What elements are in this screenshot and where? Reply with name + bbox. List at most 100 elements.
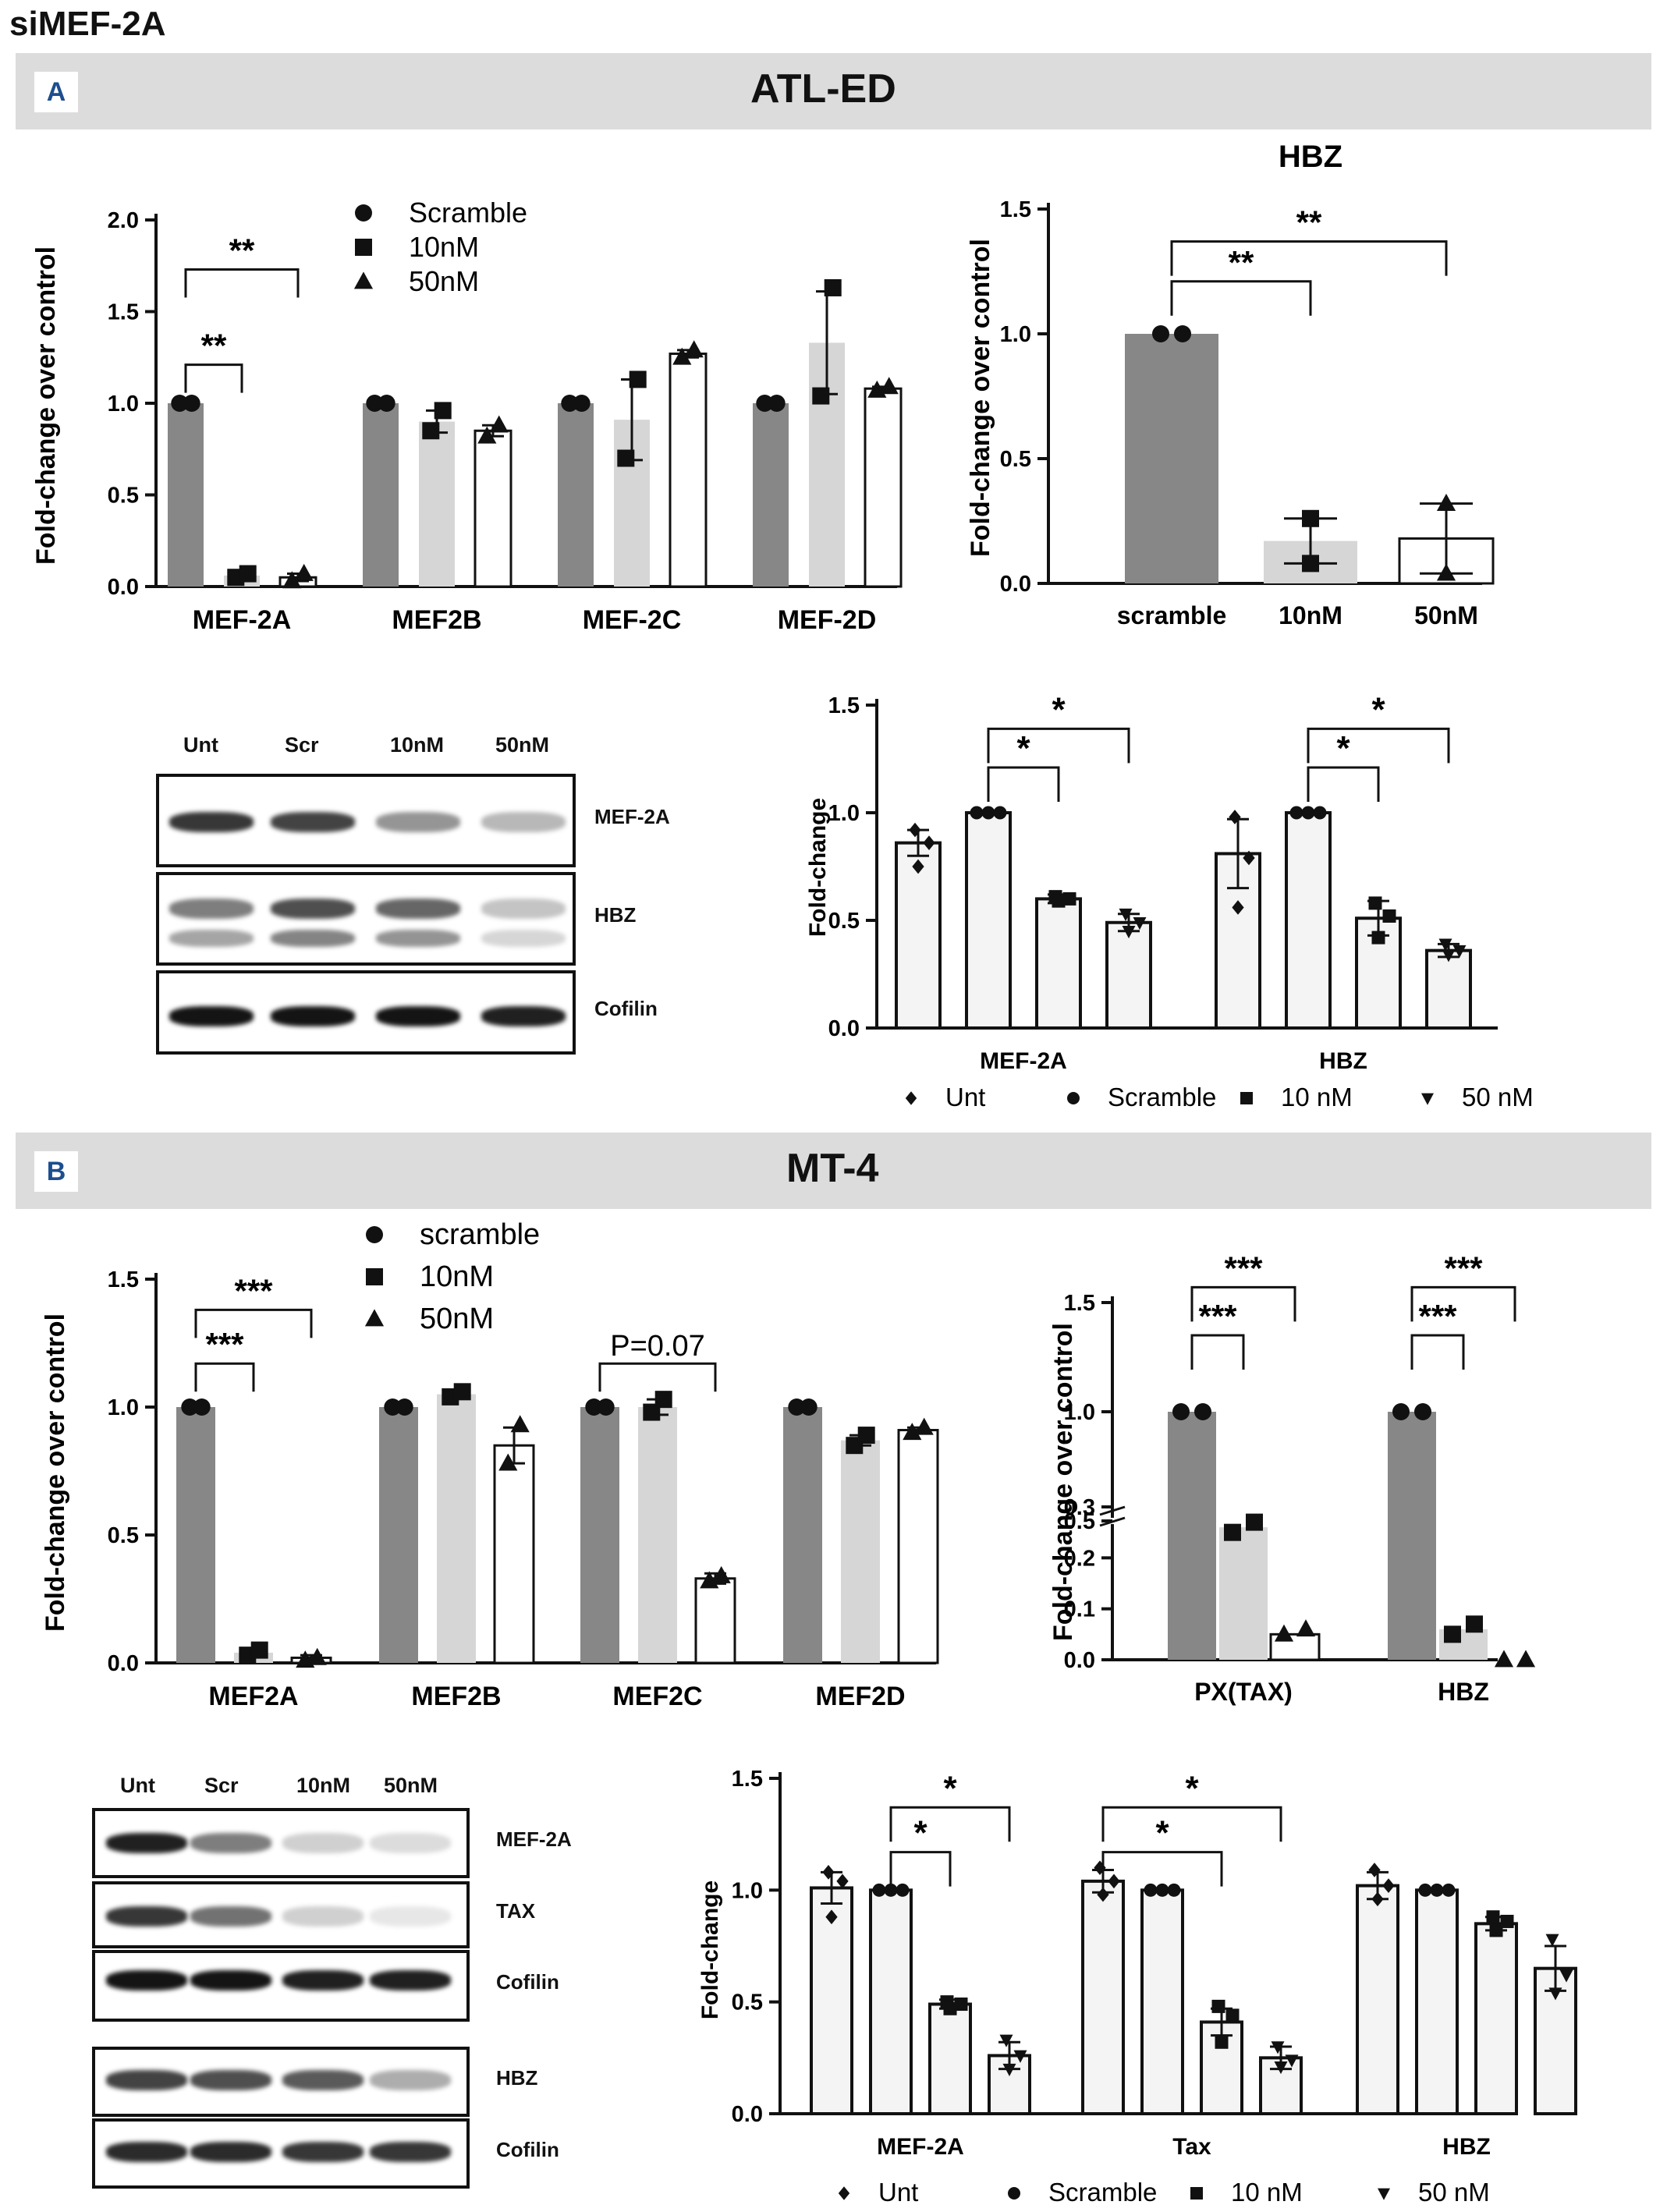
- blot-a-band: [481, 899, 566, 919]
- A3-ylabel: Fold-change: [805, 798, 831, 937]
- B3-bar-1-0: [1081, 1879, 1125, 2116]
- blot-b-strip: [92, 1881, 470, 1948]
- A3-legend-label-3: 50 nM: [1462, 1083, 1534, 1111]
- B3-sig-3-label: *: [1185, 1769, 1199, 1807]
- A3-point-1-3-1: [1452, 945, 1467, 958]
- B3-point-1-3-2: [1274, 2061, 1288, 2075]
- B3-sig-0: [889, 1851, 952, 1887]
- blot-a-band: [376, 930, 460, 947]
- A3-point-0-2-1: [1062, 892, 1076, 906]
- B3-point-2-3-2: [1548, 1987, 1562, 2001]
- A3-sig-3: [1307, 727, 1450, 764]
- B3-legend-marker-1: [1008, 2187, 1020, 2200]
- B1-point-2-0-0: [585, 1398, 603, 1416]
- B2-sig-2: [1410, 1334, 1465, 1370]
- blot-b-band: [190, 2142, 271, 2162]
- A3-sig-1: [987, 727, 1130, 764]
- B3-sig-3: [1101, 1806, 1282, 1842]
- B2-point-0-0-0: [1172, 1403, 1190, 1420]
- A2-sig-0-label: **: [1229, 244, 1254, 281]
- B3-point-0-0-1: [836, 1873, 849, 1889]
- B3-sig-1-label: *: [943, 1769, 957, 1807]
- A3-legend-marker-2: [1240, 1092, 1253, 1104]
- B3-point-2-0-2: [1371, 1891, 1384, 1907]
- A2-point-0-1: [1174, 325, 1191, 342]
- B1-legend-marker-2: [364, 1309, 385, 1327]
- B1-legend-marker-1: [366, 1268, 383, 1285]
- B3-point-0-1-1: [884, 1883, 898, 1897]
- panel-a-title: ATL-ED: [750, 66, 896, 112]
- blot-b-band: [190, 1906, 271, 1927]
- A2-point-1-1: [1302, 555, 1319, 572]
- blot-b-lane-label: 50nM: [384, 1774, 438, 1797]
- B1-point-1-2-0: [498, 1453, 518, 1471]
- blot-a-band: [376, 812, 460, 832]
- A3-point-0-1-2: [993, 806, 1007, 820]
- B3-ytick-label-1: 0.5: [732, 1990, 763, 2015]
- A1-point-0-0-1: [183, 395, 200, 412]
- A3-ytick-label-1: 0.5: [828, 909, 860, 934]
- A3-point-1-3-0: [1438, 938, 1452, 952]
- blot-a-row-label: MEF-2A: [594, 805, 670, 828]
- B3-legend-label-1: Scramble: [1048, 2178, 1157, 2207]
- B3-legend-label-2: 10 nM: [1231, 2178, 1303, 2207]
- B3-point-1-2-1: [1225, 2008, 1240, 2022]
- B1-bar-3-1: [841, 1440, 880, 1663]
- B3-point-1-3-0: [1271, 2041, 1285, 2054]
- B1-point-3-1-1: [857, 1427, 875, 1445]
- A3-point-1-2-2: [1371, 931, 1385, 945]
- blot-b-band: [106, 1833, 187, 1853]
- A3-point-1-3-2: [1442, 949, 1456, 962]
- B3-ytick-label-2: 1.0: [732, 1878, 763, 1903]
- A3-bar-1-1: [1285, 811, 1332, 1030]
- blot-b-row-label: MEF-2A: [496, 1827, 572, 1851]
- A3-point-0-0-0: [909, 822, 921, 838]
- B1-sig-2: [598, 1362, 717, 1392]
- A3-point-1-0-1: [1243, 850, 1255, 866]
- blot-b-band: [282, 2070, 364, 2090]
- B3-ytick-label-0: 0.0: [732, 2102, 763, 2127]
- B2-xcat-0: PX(TAX): [1194, 1678, 1293, 1706]
- A3-legend-marker-1: [1067, 1092, 1080, 1104]
- B1-point-1-0-0: [384, 1398, 402, 1416]
- blot-a-band: [169, 812, 254, 832]
- blot-b-band: [190, 1970, 271, 1990]
- A1-bar-3-0: [753, 403, 789, 587]
- B3-point-1-2-0: [1211, 1999, 1225, 2013]
- A1-xcat-1: MEF2B: [392, 605, 481, 635]
- B1-bar-0-0: [176, 1407, 215, 1663]
- B3-point-2-1-1: [1430, 1883, 1444, 1897]
- panel-a-letter: A: [34, 72, 78, 112]
- blot-b-row-label: Cofilin: [496, 1970, 559, 1994]
- blot-a-band: [169, 930, 254, 947]
- A1-legend-label-1: 10nM: [409, 231, 479, 263]
- blot-b-band: [106, 2070, 187, 2090]
- A1-point-0-0-0: [171, 395, 189, 412]
- page-title: siMEF-2A: [9, 5, 166, 43]
- A3-point-0-0-1: [923, 835, 935, 850]
- A3-point-1-0-0: [1229, 810, 1241, 824]
- A1-point-2-1-1: [629, 370, 647, 388]
- A1-point-3-1-1: [824, 278, 842, 296]
- B3-point-1-1-0: [1144, 1883, 1158, 1897]
- A3-point-1-2-1: [1382, 909, 1396, 923]
- A2-ytick-label-3: 1.5: [1000, 197, 1031, 222]
- blot-b-band: [106, 1970, 187, 1990]
- A3-point-1-0-2: [1232, 900, 1244, 915]
- blot-a-band: [271, 812, 355, 832]
- A3-bar-0-1: [965, 811, 1012, 1030]
- B3-sig-0-label: *: [913, 1814, 927, 1852]
- B2-sig-1: [1190, 1285, 1296, 1322]
- A3-point-0-3-1: [1133, 916, 1147, 931]
- B3-bar-0-2: [928, 2002, 972, 2116]
- blot-b-band: [106, 1906, 187, 1927]
- B3-point-1-0-1: [1108, 1873, 1120, 1889]
- blot-b-strip: [92, 1808, 470, 1878]
- blot-a-band: [169, 1006, 254, 1026]
- A1-point-0-2-1: [294, 563, 314, 581]
- B2-bar-0-0-upper: [1168, 1412, 1216, 1521]
- A3-point-1-1-2: [1313, 806, 1327, 820]
- blot-b-band: [370, 2070, 451, 2090]
- A2-point-2-0: [1436, 493, 1456, 511]
- B3-point-2-2-2: [1489, 1923, 1503, 1937]
